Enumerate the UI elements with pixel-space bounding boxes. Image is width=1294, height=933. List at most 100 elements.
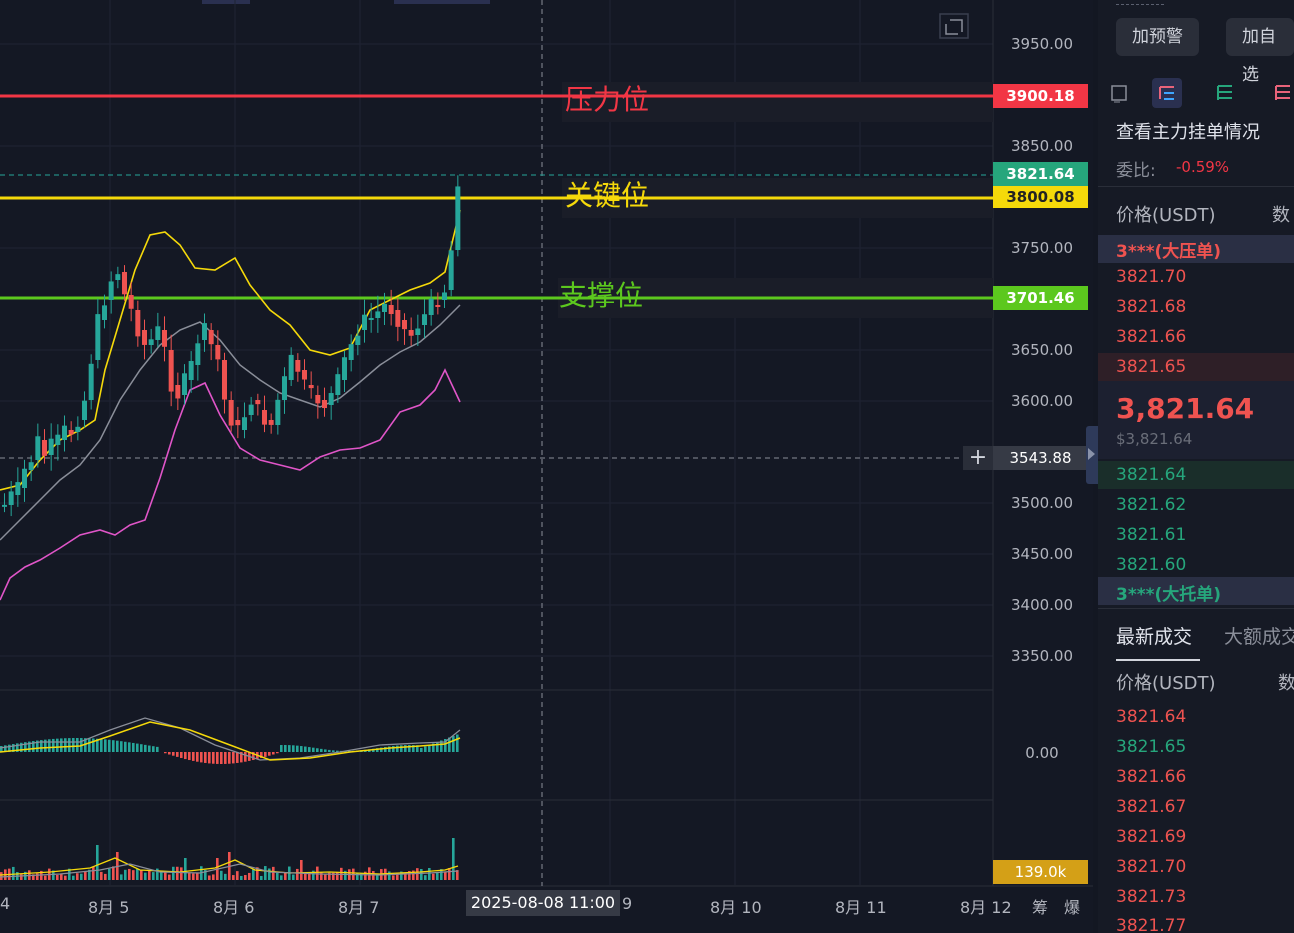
volume-bar [312,870,315,880]
big-bid-row[interactable] [1098,577,1294,605]
volume-bar [436,872,439,880]
candle [415,314,421,347]
bid-price[interactable]: 3821.61 [1116,525,1187,545]
candle [428,289,434,326]
price-tick: 3600.00 [1010,392,1074,410]
macd-bar [4,745,7,752]
candle [95,298,101,369]
ask-price[interactable]: 3821.68 [1116,297,1187,317]
candle [155,312,161,348]
macd-bar [148,745,151,752]
macd-bar [32,741,35,752]
bid-price[interactable]: 3821.60 [1116,555,1187,575]
candle [382,292,387,326]
orderbook-view-icon[interactable] [1152,78,1182,108]
add-alert-plus-icon[interactable]: + [963,446,993,470]
volume-bar [396,873,399,880]
candle [348,334,354,372]
volume-bar [160,870,163,880]
candle [175,372,181,411]
volume-bar [92,866,95,880]
volume-bar [400,871,403,880]
orderbook-title[interactable]: 查看主力挂单情况 [1116,122,1260,143]
bid-price[interactable]: 3821.62 [1116,495,1187,515]
candle [288,347,294,387]
current-price-tag: 3821.64 [993,162,1088,186]
macd-bar [36,740,39,752]
time-tick: 8月 6 [213,898,255,917]
macd-bar [208,752,211,764]
time-tick: 8月 7 [338,898,380,917]
key-price-tag: 3800.08 [993,186,1088,208]
volume-bar [252,869,255,880]
candle [435,292,441,315]
candle [135,300,141,347]
volume-bar [432,873,435,880]
price-tick: 3500.00 [1010,494,1074,512]
candle [102,294,107,329]
macd-bar [240,752,243,763]
volume-bar [392,875,395,880]
chips-icon[interactable]: 筹 [1032,898,1049,917]
collapse-panel-handle[interactable] [1086,426,1098,484]
candle [28,455,34,481]
liquidation-icon[interactable]: 爆 [1064,898,1081,917]
macd-bar [444,739,447,752]
volume-bar [364,871,367,880]
volume-bar [128,868,131,880]
add-watchlist-button[interactable]: 加自选 [1226,18,1294,85]
chart-canvas[interactable] [0,0,1093,933]
asks-view-icon[interactable] [1268,78,1294,108]
candle [195,334,201,381]
macd-bar [300,746,303,752]
macd-bar [20,742,23,752]
macd-bar [276,752,279,754]
both-sides-view-icon[interactable] [1106,78,1136,108]
candle [275,393,281,435]
trades-price-header: 价格(USDT) [1116,673,1216,694]
macd-bar [316,748,319,752]
volume-bar [104,873,107,880]
volume-bar [344,870,347,880]
macd-bar [96,738,99,752]
volume-bar [120,874,123,880]
macd-bar [332,750,335,752]
tab-active-underline [1116,659,1200,661]
crosshair-price-tag: 3543.88 [993,446,1088,470]
macd-bar [228,752,231,764]
macd-bar [44,739,47,752]
macd-bar [324,749,327,752]
tab-large-trades[interactable]: 大额成交 [1224,626,1294,648]
orderbook-panel: 加预警 加自选 查看主力挂单情况 委比: -0.59% 价格(USDT) 数 3… [1098,0,1294,933]
volume-bar [408,871,411,880]
tab-latest-trades[interactable]: 最新成交 [1116,626,1193,648]
volume-bar [240,875,243,880]
ask-price[interactable]: 3821.66 [1116,327,1187,347]
ask-price[interactable]: 3821.70 [1116,267,1187,287]
big-ask-row[interactable] [1098,235,1294,263]
volume-bar [280,875,283,880]
divider [1098,608,1294,609]
volume-bar [68,868,71,880]
candle [268,413,274,434]
candle [362,299,367,343]
add-alert-button[interactable]: 加预警 [1116,18,1199,56]
big-bid-label: 3***(大托单) [1116,585,1222,605]
candle [388,289,394,326]
candle [302,359,307,390]
support-label: 支撑位 [559,279,644,312]
candle [68,421,74,443]
volume-bar [176,866,179,880]
time-tick: 9 [622,894,633,913]
resistance-label: 压力位 [565,83,650,116]
time-tick: 8月 10 [710,898,762,917]
volume-bar [276,872,279,880]
volume-bar [220,870,223,880]
bids-view-icon[interactable] [1210,78,1240,108]
bid-price[interactable]: 3821.64 [1116,465,1187,485]
macd-bar [24,742,27,752]
time-tick: 8月 12 [960,898,1012,917]
macd-bar [188,752,191,761]
chart-area[interactable]: 3950.00 3850.00 3750.00 3650.00 3600.00 … [0,0,1093,933]
ask-price[interactable]: 3821.65 [1116,357,1187,377]
